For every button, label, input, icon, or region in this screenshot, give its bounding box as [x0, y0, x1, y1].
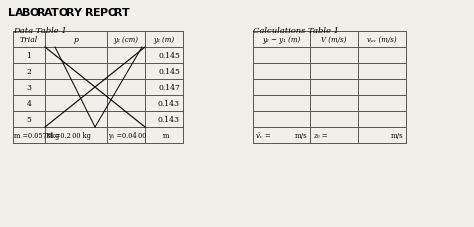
Text: ṽᵥ =: ṽᵥ = — [256, 131, 271, 139]
Text: y₁ =0.04 00: y₁ =0.04 00 — [108, 131, 146, 139]
Text: m: m — [163, 131, 169, 139]
Text: z₀ =: z₀ = — [313, 131, 328, 139]
Text: p: p — [73, 36, 78, 44]
Text: T: T — [121, 8, 129, 18]
Text: m/s: m/s — [391, 131, 403, 139]
Text: y₂ − y₁ (m): y₂ − y₁ (m) — [263, 36, 301, 44]
Text: V (m/s): V (m/s) — [321, 36, 346, 44]
Text: 1: 1 — [27, 52, 31, 60]
Text: 4: 4 — [27, 100, 31, 108]
Text: 0.143: 0.143 — [158, 100, 180, 108]
Text: P: P — [100, 8, 108, 18]
Text: M =0.2 00 kg: M =0.2 00 kg — [46, 131, 91, 139]
Text: Y: Y — [73, 8, 81, 18]
Text: m =0.0578kg: m =0.0578kg — [14, 131, 59, 139]
Text: vₐᵥ (m/s): vₐᵥ (m/s) — [367, 36, 397, 44]
Text: y₂ (cm): y₂ (cm) — [113, 36, 138, 44]
Text: T: T — [51, 8, 59, 18]
Text: 3: 3 — [27, 84, 31, 92]
Text: Trial: Trial — [20, 36, 38, 44]
Text: Calculations Table 1: Calculations Table 1 — [253, 27, 339, 35]
Text: 0.145: 0.145 — [158, 68, 180, 76]
Text: A: A — [15, 8, 24, 18]
Text: 0.147: 0.147 — [158, 84, 180, 92]
Text: R: R — [37, 8, 46, 18]
Text: A: A — [44, 8, 53, 18]
Text: 5: 5 — [27, 116, 31, 123]
Text: O: O — [58, 8, 68, 18]
Text: 2: 2 — [27, 68, 31, 76]
Text: R: R — [65, 8, 74, 18]
Text: y₂ (m): y₂ (m) — [154, 36, 174, 44]
Text: 0.145: 0.145 — [158, 52, 180, 60]
Text: L: L — [8, 8, 15, 18]
Text: E: E — [93, 8, 100, 18]
Text: B: B — [22, 8, 31, 18]
Text: m/s: m/s — [294, 131, 307, 139]
Text: O: O — [107, 8, 117, 18]
Text: Data Table 1: Data Table 1 — [13, 27, 67, 35]
Text: R: R — [85, 8, 94, 18]
Text: O: O — [29, 8, 39, 18]
Text: R: R — [114, 8, 123, 18]
Text: 0.143: 0.143 — [158, 116, 180, 123]
